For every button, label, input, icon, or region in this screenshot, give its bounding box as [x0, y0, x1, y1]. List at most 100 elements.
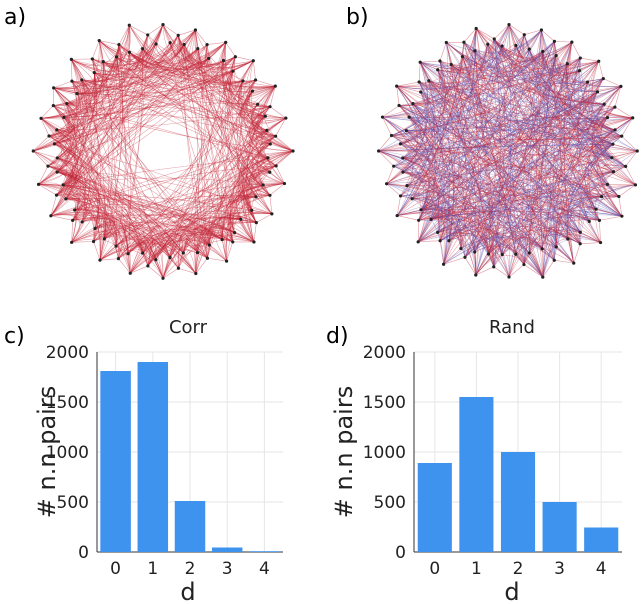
network-node [438, 239, 442, 243]
network-node [141, 251, 145, 255]
network-node [398, 142, 403, 146]
network-node [417, 218, 421, 222]
y-tick-label: 500 [57, 493, 89, 513]
network-graph-rand [377, 22, 639, 279]
network-node [70, 79, 74, 83]
x-axis-label-corr: d [180, 578, 195, 604]
network-node [540, 247, 544, 251]
network-node [552, 258, 556, 262]
network-node [182, 42, 186, 47]
network-node [514, 43, 518, 48]
network-node [411, 102, 415, 106]
network-node [273, 134, 278, 138]
network-node [265, 128, 269, 132]
network-node [224, 259, 229, 263]
y-tick-label: 500 [374, 493, 406, 513]
network-node [598, 240, 603, 245]
network-node [586, 80, 590, 84]
x-tick-label: 1 [147, 559, 158, 579]
network-node [442, 262, 446, 266]
network-node [47, 134, 51, 138]
network-node [176, 33, 180, 37]
network-node [284, 116, 288, 120]
network-node [221, 58, 226, 63]
bar-2 [500, 452, 536, 552]
network-node [268, 105, 272, 109]
network-node [385, 182, 389, 186]
network-node [207, 56, 211, 60]
network-node [417, 80, 421, 84]
bar-2 [174, 501, 206, 552]
network-node [55, 156, 59, 160]
y-tick-label: 1000 [46, 443, 89, 463]
network-node [474, 273, 478, 277]
bar-1 [459, 397, 494, 552]
network-node [220, 237, 224, 242]
network-node [377, 149, 381, 153]
x-tick-label: 2 [185, 559, 196, 579]
network-node [154, 258, 158, 262]
network-node [617, 194, 621, 199]
network-node [500, 44, 504, 48]
network-node [52, 86, 56, 90]
network-node [263, 114, 267, 118]
network-node [395, 213, 399, 218]
network-nodes [377, 22, 639, 279]
network-node [416, 240, 420, 244]
bar-1 [137, 362, 169, 552]
x-tick-label: 1 [471, 559, 482, 579]
network-node [261, 183, 265, 187]
network-node [241, 79, 245, 83]
network-node [62, 115, 66, 119]
network-node [205, 43, 209, 47]
network-node [398, 194, 403, 198]
network-node [522, 33, 526, 37]
network-node [620, 134, 624, 138]
network-node [61, 183, 65, 187]
bar-3 [542, 502, 577, 552]
network-node [514, 252, 518, 256]
bar-0 [417, 463, 452, 552]
network-node [282, 181, 287, 186]
network-node [80, 78, 84, 82]
panel-label-a: a) [4, 5, 26, 30]
network-node [141, 47, 145, 51]
network-node [404, 128, 408, 133]
x-tick-label: 3 [554, 559, 565, 579]
network-node [436, 230, 440, 234]
network-node [194, 271, 198, 276]
network-edges [33, 24, 294, 279]
network-node [578, 56, 582, 60]
network-node [449, 62, 453, 67]
x-tick-label: 0 [110, 559, 121, 579]
y-tick-label: 0 [395, 543, 406, 563]
network-node [605, 115, 610, 120]
network-node [492, 37, 496, 41]
network-node [624, 164, 628, 168]
network-node [117, 43, 121, 47]
network-node [39, 116, 43, 120]
network-node [233, 55, 237, 59]
network-node [176, 266, 181, 270]
network-node [193, 28, 198, 32]
network-node [601, 77, 605, 81]
network-node [578, 230, 582, 234]
x-tick-label: 3 [222, 559, 233, 579]
network-node [539, 28, 544, 32]
bar-0 [100, 371, 131, 552]
network-node [438, 59, 442, 63]
network-node [459, 246, 463, 251]
network-node [80, 220, 84, 224]
network-node [570, 40, 574, 44]
network-node [161, 22, 165, 27]
network-node [65, 101, 69, 106]
network-node [252, 240, 256, 244]
network-node [463, 255, 467, 259]
network-node [196, 47, 200, 51]
network-node [486, 42, 490, 46]
network-node [500, 252, 504, 257]
network-node [268, 170, 272, 174]
network-node [635, 149, 639, 153]
network-node [587, 219, 591, 223]
